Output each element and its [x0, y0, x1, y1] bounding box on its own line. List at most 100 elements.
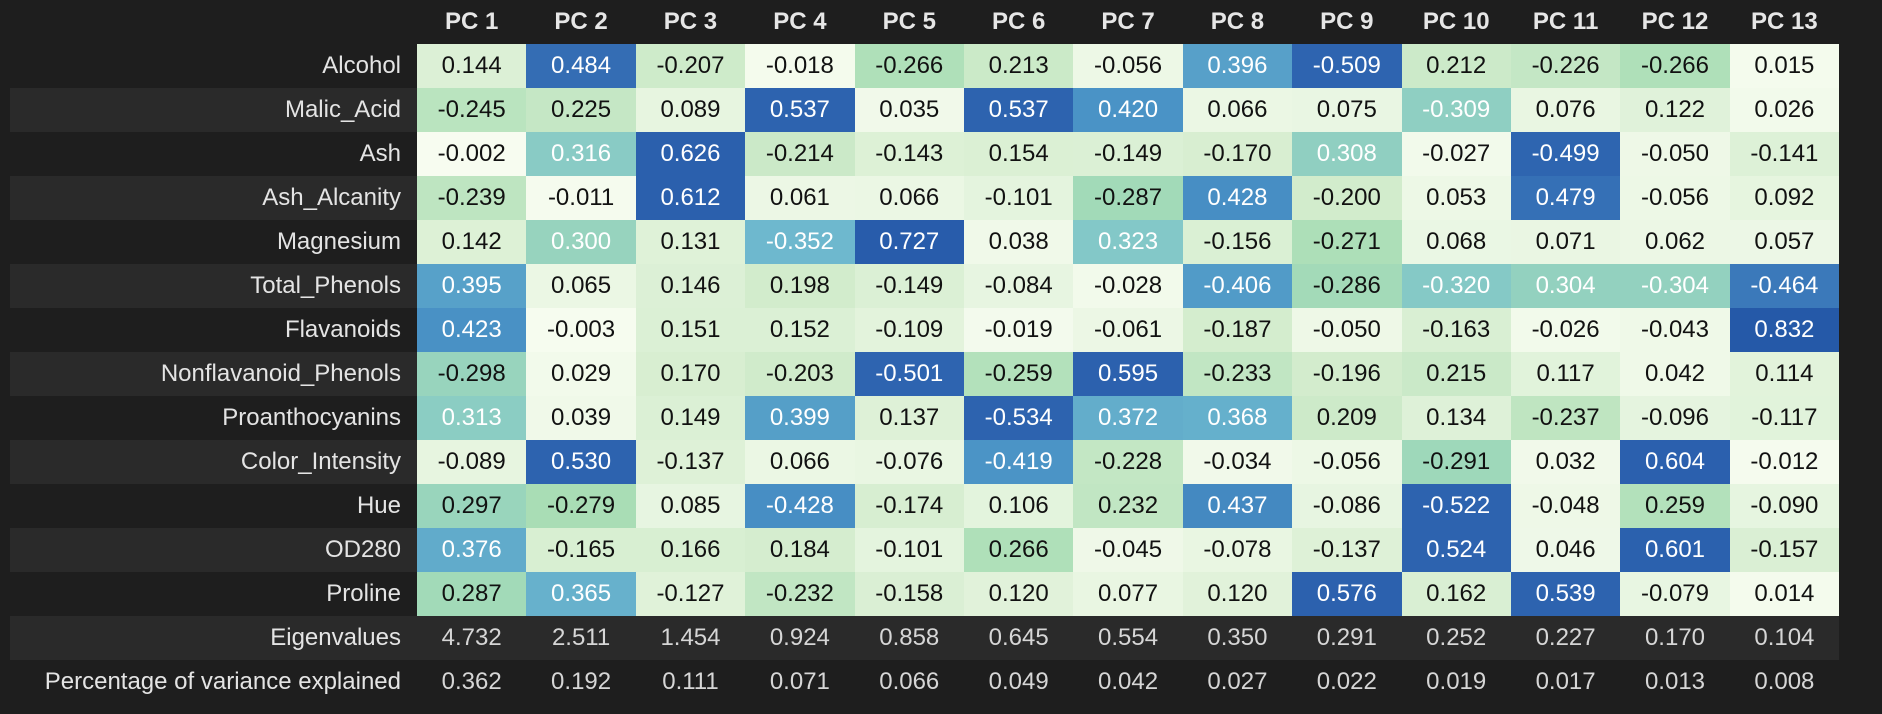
loading-cell: 0.420 [1073, 88, 1183, 132]
stat-cell: 0.192 [526, 660, 636, 704]
loading-cell: 0.053 [1401, 176, 1511, 220]
loading-cell: -0.096 [1620, 396, 1730, 440]
loading-cell: -0.266 [1620, 44, 1730, 88]
table-row: Proline 0.287 0.365 -0.127 -0.232 -0.158 0.120… [10, 572, 1840, 616]
loading-cell: -0.078 [1182, 528, 1293, 572]
row-label: Proanthocyanins [10, 396, 417, 440]
loading-cell: -0.286 [1292, 264, 1402, 308]
loading-cell: -0.291 [1401, 440, 1511, 484]
loading-cell: 0.376 [417, 528, 527, 572]
stat-cell: 2.511 [526, 616, 636, 660]
table-row: Color_Intensity -0.089 0.530 -0.137 0.066 -0.… [10, 440, 1840, 484]
table-row: OD280 0.376 -0.165 0.166 0.184 -0.101 0.266 -0.… [10, 528, 1840, 572]
loading-cell: 0.170 [635, 352, 746, 396]
loading-cell: 0.232 [1073, 484, 1183, 528]
loading-cell: -0.509 [1292, 44, 1402, 88]
loading-cell: -0.137 [1292, 528, 1402, 572]
loading-cell: 0.061 [745, 176, 855, 220]
table-row: Proanthocyanins 0.313 0.039 0.149 0.399 0.137… [10, 396, 1840, 440]
loading-cell: 0.212 [1401, 44, 1511, 88]
header-row: PC 1 PC 2 PC 3 PC 4 PC 5 PC 6 PC 7 PC 8 PC 9 PC 1… [10, 0, 1840, 44]
stat-cell: 0.362 [417, 660, 527, 704]
loading-cell: 0.595 [1073, 352, 1183, 396]
loading-cell: -0.012 [1729, 440, 1840, 484]
loading-cell: 0.149 [635, 396, 746, 440]
loading-cell: -0.084 [963, 264, 1074, 308]
loading-cell: -0.239 [417, 176, 527, 220]
loading-cell: 0.266 [963, 528, 1074, 572]
table-body: Alcohol 0.144 0.484 -0.207 -0.018 -0.266 0.213… [10, 44, 1840, 704]
stat-cell: 0.104 [1729, 616, 1840, 660]
loading-cell: 0.042 [1620, 352, 1730, 396]
loading-cell: 0.151 [635, 308, 746, 352]
stat-cell: 0.066 [854, 660, 964, 704]
loading-cell: 0.368 [1182, 396, 1293, 440]
loading-cell: 0.316 [526, 132, 636, 176]
loading-cell: -0.157 [1729, 528, 1840, 572]
loading-cell: 0.122 [1620, 88, 1730, 132]
stat-cell: 0.071 [745, 660, 855, 704]
loading-cell: -0.228 [1073, 440, 1183, 484]
row-label: Color_Intensity [10, 440, 417, 484]
row-label: Total_Phenols [10, 264, 417, 308]
loading-cell: -0.101 [963, 176, 1074, 220]
loading-cell: 0.062 [1620, 220, 1730, 264]
table-row: Flavanoids 0.423 -0.003 0.151 0.152 -0.109 -0.… [10, 308, 1840, 352]
loading-cell: -0.019 [963, 308, 1074, 352]
loading-cell: 0.626 [635, 132, 746, 176]
loading-cell: -0.200 [1292, 176, 1402, 220]
loading-cell: 0.142 [417, 220, 527, 264]
row-label: Proline [10, 572, 417, 616]
loading-cell: 0.423 [417, 308, 527, 352]
stat-cell: 0.858 [854, 616, 964, 660]
loading-cell: 0.068 [1401, 220, 1511, 264]
stat-cell: 0.027 [1182, 660, 1293, 704]
row-label: Hue [10, 484, 417, 528]
column-header: PC 1 [417, 0, 527, 44]
loading-cell: 0.134 [1401, 396, 1511, 440]
stat-cell: 0.008 [1729, 660, 1840, 704]
table-row: Malic_Acid -0.245 0.225 0.089 0.537 0.035 0.53… [10, 88, 1840, 132]
loading-cell: 0.209 [1292, 396, 1402, 440]
loading-cell: 0.537 [745, 88, 855, 132]
loading-cell: 0.297 [417, 484, 527, 528]
table-row: Ash_Alcanity -0.239 -0.011 0.612 0.061 0.066-… [10, 176, 1840, 220]
loading-cell: 0.832 [1729, 308, 1840, 352]
loading-cell: -0.226 [1510, 44, 1621, 88]
loading-cell: -0.056 [1292, 440, 1402, 484]
loading-cell: 0.213 [963, 44, 1074, 88]
row-label: Flavanoids [10, 308, 417, 352]
loading-cell: 0.092 [1729, 176, 1840, 220]
loading-cell: -0.079 [1620, 572, 1730, 616]
loading-cell: 0.166 [635, 528, 746, 572]
stat-cell: 0.017 [1510, 660, 1621, 704]
stat-cell: 0.019 [1401, 660, 1511, 704]
loading-cell: -0.149 [1073, 132, 1183, 176]
stat-cell: 0.924 [745, 616, 855, 660]
loading-cell: 0.120 [963, 572, 1074, 616]
loading-cell: -0.018 [745, 44, 855, 88]
loading-cell: -0.271 [1292, 220, 1402, 264]
loading-cell: -0.428 [745, 484, 855, 528]
loading-cell: 0.162 [1401, 572, 1511, 616]
pca-loadings-table: PC 1 PC 2 PC 3 PC 4 PC 5 PC 6 PC 7 PC 8 PC 9 PC 1… [10, 0, 1840, 704]
loading-cell: 0.287 [417, 572, 527, 616]
loading-cell: -0.214 [745, 132, 855, 176]
loading-cell: 0.071 [1510, 220, 1621, 264]
loading-cell: 0.524 [1401, 528, 1511, 572]
loading-cell: 0.120 [1182, 572, 1293, 616]
loading-cell: 0.215 [1401, 352, 1511, 396]
loading-cell: 0.437 [1182, 484, 1293, 528]
loading-cell: -0.156 [1182, 220, 1293, 264]
table-row: Nonflavanoid_Phenols -0.298 0.029 0.170 -0.2… [10, 352, 1840, 396]
loading-cell: -0.165 [526, 528, 636, 572]
loading-cell: -0.309 [1401, 88, 1511, 132]
loading-cell: -0.034 [1182, 440, 1293, 484]
loading-cell: -0.501 [854, 352, 964, 396]
loading-cell: 0.066 [1182, 88, 1293, 132]
loading-cell: 0.075 [1292, 88, 1402, 132]
loading-cell: 0.395 [417, 264, 527, 308]
loading-cell: -0.050 [1620, 132, 1730, 176]
loading-cell: 0.085 [635, 484, 746, 528]
loading-cell: -0.089 [417, 440, 527, 484]
